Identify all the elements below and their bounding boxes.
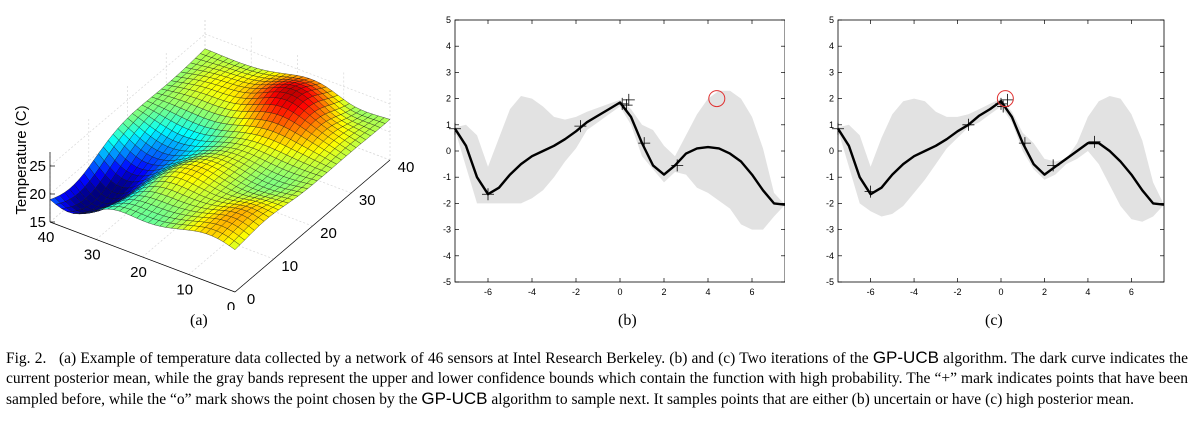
surface-plot-a: 15 20 25 0 10 20 30 40 0 10 20 30 40 Temperature (C): [13, 20, 414, 310]
b-sample-mark: [616, 97, 629, 110]
b-ytick-label: 5: [446, 15, 451, 25]
c-xtick-label: -6: [867, 287, 875, 297]
b-xtick-label: 0: [617, 287, 622, 297]
c-sample-mark: [1001, 93, 1014, 106]
c-sample-mark: [962, 118, 975, 131]
figure-caption: Fig. 2. (a) Example of temperature data …: [6, 348, 1188, 410]
caption-part1: (a) Example of temperature data collecte…: [58, 350, 869, 367]
b-xtick-label: -6: [484, 287, 492, 297]
b-sample-mark: [449, 122, 461, 135]
c-sample-mark: [1047, 159, 1060, 172]
b-ytick-label: 3: [446, 67, 451, 77]
c-sample-mark: [1018, 137, 1031, 150]
xtick-label: 20: [130, 264, 147, 281]
temperature-surface: [49, 48, 391, 250]
ytick-label: 40: [398, 159, 415, 176]
b-sample-mark: [482, 188, 494, 201]
b-xtick-label: -2: [572, 287, 580, 297]
c-ytick-label: -5: [826, 277, 834, 287]
c-ytick-label: 0: [829, 146, 834, 156]
c-xtick-label: 2: [1042, 287, 1047, 297]
c-xtick-label: -2: [954, 287, 962, 297]
b-xtick-label: 6: [749, 287, 754, 297]
xtick-label: 30: [84, 247, 101, 264]
c-sample-mark: [1088, 135, 1101, 148]
ytick-label: 20: [320, 225, 337, 242]
c-xtick-label: 6: [1129, 287, 1134, 297]
b-next-point: [708, 90, 726, 108]
gp-plot-c: -6 -4 -2 0 2 4 6 -5 -4 -3 -2 -1 0 1 2 3 4 5: [826, 15, 1165, 297]
b-xtick-label: 4: [705, 287, 710, 297]
c-ytick-label: -3: [826, 225, 834, 235]
b-sample-mark: [638, 137, 651, 150]
ztick-label: 25: [29, 158, 46, 175]
b-posterior-mean: [453, 101, 785, 206]
b-confidence-band: [455, 90, 785, 230]
x-axis-line: [49, 221, 236, 293]
surface-zlabel: Temperature (C): [13, 105, 30, 214]
b-ytick-label: -2: [443, 198, 451, 208]
c-ytick-label: 4: [829, 41, 834, 51]
ytick-label: 0: [247, 291, 255, 308]
panel-label-c: (c): [985, 312, 1003, 329]
c-sample-mark: [864, 185, 877, 198]
b-sample-mark: [620, 99, 633, 112]
y-axis-line: [234, 159, 391, 293]
c-ytick-label: 2: [829, 94, 834, 104]
panel-label-b: (b): [618, 312, 637, 329]
c-next-point: [996, 90, 1014, 108]
b-ytick-label: -5: [443, 277, 451, 287]
b-sample-mark: [622, 93, 635, 106]
b-ytick-label: -1: [443, 172, 451, 182]
c-sample-mark: [832, 122, 844, 135]
c-ytick-label: -2: [826, 198, 834, 208]
b-xtick-label: 2: [661, 287, 666, 297]
ytick-label: 30: [359, 192, 376, 209]
b-ytick-label: 2: [446, 94, 451, 104]
grid-line: [49, 33, 206, 167]
c-ytick-label: 1: [829, 120, 834, 130]
b-ytick-label: 0: [446, 146, 451, 156]
b-sample-mark: [671, 159, 684, 172]
caption-algo-name-1: GP-UCB: [872, 348, 939, 367]
c-xtick-label: -4: [910, 287, 918, 297]
xtick-label: 0: [227, 299, 235, 310]
caption-part3: algorithm to sample next. It samples poi…: [491, 391, 1134, 408]
grid-line: [204, 33, 391, 105]
b-xtick-label: -4: [528, 287, 536, 297]
c-xtick-label: 0: [998, 287, 1003, 297]
c-confidence-band: [838, 96, 1164, 222]
xtick-label: 10: [176, 282, 193, 299]
gp-plot-b: -6 -4 -2 0 2 4 6 -5 -4 -3 -2 -1 0 1 2 3 4 5: [443, 15, 785, 297]
caption-algo-name-2: GP-UCB: [421, 389, 488, 408]
b-ytick-label: 1: [446, 120, 451, 130]
ytick-label: 10: [281, 258, 298, 275]
b-ytick-label: 4: [446, 41, 451, 51]
caption-part2: algorithm. The dark curve indicates the …: [6, 350, 1189, 408]
ztick-label: 20: [29, 186, 46, 203]
c-sample-mark: [995, 97, 1007, 110]
c-ytick-label: 5: [829, 15, 834, 25]
surface-axis-ticks: 15 20 25 0 10 20 30 40 0 10 20 30 40: [29, 158, 414, 310]
xtick-label: 40: [38, 229, 55, 246]
b-sample-mark: [574, 120, 587, 133]
b-ytick-label: -4: [443, 251, 451, 261]
panel-label-a: (a): [190, 312, 208, 329]
c-ytick-label: 3: [829, 67, 834, 77]
caption-fig-label: Fig. 2.: [6, 350, 47, 367]
c-xtick-label: 4: [1085, 287, 1090, 297]
surface-patch: [228, 240, 241, 250]
c-ytick-label: -4: [826, 251, 834, 261]
c-ytick-label: -1: [826, 172, 834, 182]
ztick-label: 15: [29, 214, 46, 231]
b-ytick-label: -3: [443, 225, 451, 235]
